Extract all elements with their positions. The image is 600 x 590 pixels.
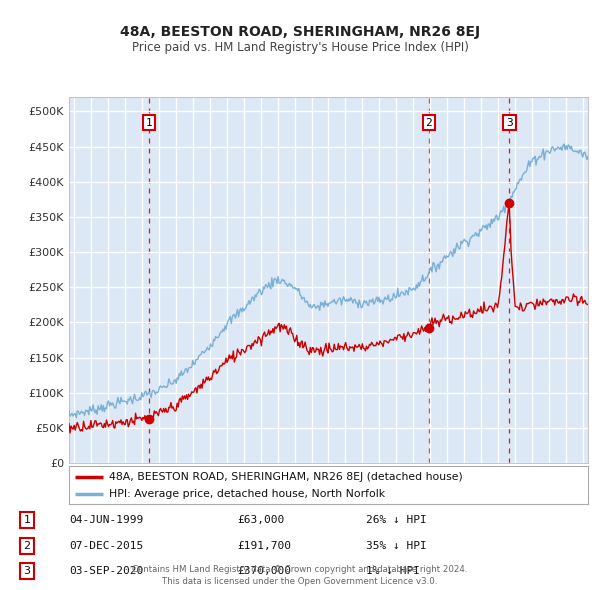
Text: 1% ↓ HPI: 1% ↓ HPI	[366, 566, 420, 576]
Text: HPI: Average price, detached house, North Norfolk: HPI: Average price, detached house, Nort…	[109, 489, 386, 499]
Text: Price paid vs. HM Land Registry's House Price Index (HPI): Price paid vs. HM Land Registry's House …	[131, 41, 469, 54]
Text: 1: 1	[146, 117, 152, 127]
Text: 1: 1	[23, 516, 31, 525]
Text: £191,700: £191,700	[237, 541, 291, 550]
Text: 07-DEC-2015: 07-DEC-2015	[69, 541, 143, 550]
Text: 2: 2	[425, 117, 432, 127]
Text: £63,000: £63,000	[237, 516, 284, 525]
Text: 2: 2	[23, 541, 31, 550]
Text: 35% ↓ HPI: 35% ↓ HPI	[366, 541, 427, 550]
Text: 3: 3	[23, 566, 31, 576]
Text: Contains HM Land Registry data © Crown copyright and database right 2024.
This d: Contains HM Land Registry data © Crown c…	[132, 565, 468, 586]
Text: 04-JUN-1999: 04-JUN-1999	[69, 516, 143, 525]
Text: 48A, BEESTON ROAD, SHERINGHAM, NR26 8EJ (detached house): 48A, BEESTON ROAD, SHERINGHAM, NR26 8EJ …	[109, 472, 463, 482]
Text: £370,000: £370,000	[237, 566, 291, 576]
Text: 48A, BEESTON ROAD, SHERINGHAM, NR26 8EJ: 48A, BEESTON ROAD, SHERINGHAM, NR26 8EJ	[120, 25, 480, 40]
Text: 03-SEP-2020: 03-SEP-2020	[69, 566, 143, 576]
Text: 3: 3	[506, 117, 513, 127]
Text: 26% ↓ HPI: 26% ↓ HPI	[366, 516, 427, 525]
